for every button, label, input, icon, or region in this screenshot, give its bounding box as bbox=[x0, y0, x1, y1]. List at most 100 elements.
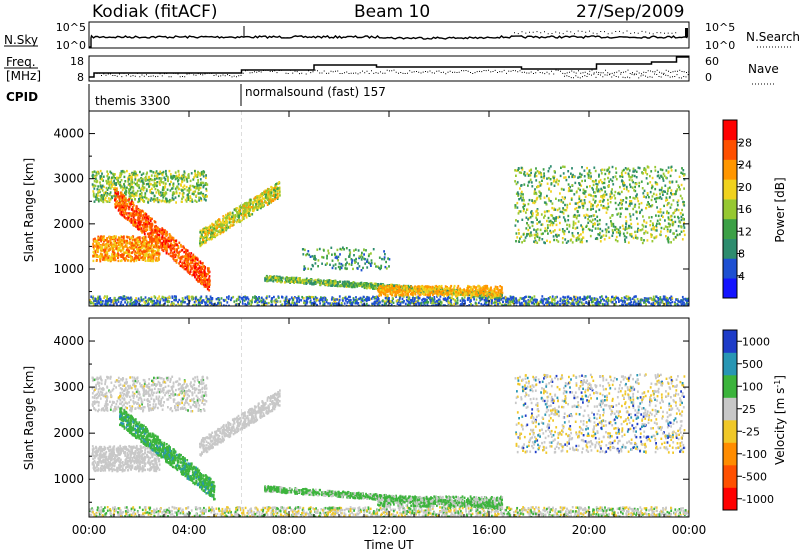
power-upper-echo bbox=[92, 176, 94, 179]
power-upper-echo bbox=[106, 188, 109, 191]
freq-trace bbox=[89, 56, 690, 79]
power-ground-echo bbox=[636, 297, 639, 301]
power-upper-echo bbox=[192, 193, 195, 196]
power-upper-echo bbox=[128, 192, 131, 196]
power-ground-echo bbox=[654, 302, 656, 305]
power-streak-echo bbox=[184, 263, 187, 267]
power-ground-echo bbox=[429, 298, 432, 302]
power-streak-echo bbox=[143, 212, 146, 216]
power-ground-echo bbox=[114, 301, 117, 304]
power-ground-echo bbox=[417, 297, 420, 300]
power-upper-echo bbox=[162, 181, 165, 184]
power-arc-echo bbox=[239, 220, 242, 223]
power-ground-echo bbox=[643, 299, 646, 302]
power-band-echo bbox=[117, 259, 120, 263]
power-arc-echo bbox=[210, 234, 212, 237]
power-upper-echo bbox=[114, 177, 117, 180]
power-upper-echo bbox=[157, 190, 160, 193]
power-arc-echo bbox=[274, 186, 276, 190]
power-arc-echo bbox=[211, 237, 214, 240]
power-upper-echo bbox=[107, 172, 109, 176]
power-upper-echo bbox=[131, 178, 134, 182]
power-ground-echo bbox=[495, 298, 498, 301]
power-upper-echo bbox=[194, 186, 197, 189]
power-band-echo bbox=[114, 258, 116, 261]
power-ground-echo bbox=[532, 302, 535, 305]
power-streak-echo bbox=[121, 214, 124, 217]
power-ground-echo bbox=[128, 297, 131, 300]
power-band-echo bbox=[97, 242, 100, 246]
power-upper-echo bbox=[93, 170, 96, 173]
power-ground-echo bbox=[604, 303, 606, 306]
power-ground-echo bbox=[220, 303, 223, 306]
power-streak-echo bbox=[201, 282, 203, 286]
power-streak-echo bbox=[141, 215, 144, 218]
power-arc-echo bbox=[220, 230, 223, 233]
power-upper-echo bbox=[120, 179, 123, 182]
power-ground-echo bbox=[603, 299, 605, 302]
power-ground-echo bbox=[611, 301, 614, 304]
power-upper-echo bbox=[113, 187, 115, 190]
power-ground-echo bbox=[303, 299, 306, 303]
power-ground-echo bbox=[624, 300, 626, 303]
power-ground-echo bbox=[662, 295, 665, 298]
power-ground-echo bbox=[129, 296, 132, 299]
power-ground-echo bbox=[521, 297, 524, 300]
power-ground-echo bbox=[502, 300, 504, 303]
power-arc-echo bbox=[254, 205, 257, 208]
power-streak-echo bbox=[196, 263, 198, 267]
power-upper-echo bbox=[91, 183, 94, 186]
power-upper-echo bbox=[206, 183, 209, 186]
power-ground-echo bbox=[193, 300, 196, 304]
power-upper-echo bbox=[182, 186, 185, 189]
power-upper-echo bbox=[151, 178, 153, 182]
power-arc-echo bbox=[274, 198, 276, 201]
power-band-echo bbox=[144, 257, 146, 260]
power-band-echo bbox=[118, 238, 120, 242]
power-ground-echo bbox=[601, 302, 604, 306]
power-upper-echo bbox=[111, 176, 113, 179]
power-arc-echo bbox=[268, 199, 271, 203]
power-band-echo bbox=[113, 235, 116, 238]
power-ground-echo bbox=[312, 301, 314, 305]
power-ground-echo bbox=[529, 295, 531, 299]
power-ground-echo bbox=[111, 301, 114, 304]
power-ground-echo bbox=[150, 300, 152, 303]
power-ground-echo bbox=[310, 302, 313, 305]
power-ground-echo bbox=[481, 297, 484, 300]
power-upper-echo bbox=[96, 198, 99, 201]
power-streak-echo bbox=[185, 260, 188, 264]
power-band-echo bbox=[140, 242, 143, 246]
power-ground-echo bbox=[547, 302, 549, 305]
power-streak-echo bbox=[128, 206, 130, 209]
power-ground-echo bbox=[605, 304, 608, 306]
power-ground-echo bbox=[246, 296, 249, 299]
power-upper-echo bbox=[142, 199, 144, 202]
power-ground-echo bbox=[375, 295, 377, 299]
power-band-echo bbox=[135, 254, 138, 258]
power-upper-echo bbox=[107, 186, 110, 190]
power-upper-echo bbox=[198, 186, 201, 190]
power-band-echo bbox=[115, 241, 118, 245]
power-streak-echo bbox=[136, 205, 138, 208]
power-streak-echo bbox=[150, 226, 153, 230]
power-upper-echo bbox=[148, 182, 151, 186]
power-ground-echo bbox=[510, 298, 513, 302]
power-ground-echo bbox=[354, 302, 357, 305]
power-upper-echo bbox=[162, 193, 165, 196]
power-band-echo bbox=[141, 252, 144, 256]
power-ground-echo bbox=[418, 303, 420, 306]
power-arc-echo bbox=[211, 235, 214, 238]
power-ground-echo bbox=[155, 304, 158, 306]
power-streak-echo bbox=[144, 228, 147, 232]
power-ground-echo bbox=[678, 300, 681, 303]
power-ground-echo bbox=[264, 301, 266, 305]
power-arc-echo bbox=[242, 212, 245, 216]
power-ground-echo bbox=[471, 304, 474, 306]
power-ground-echo bbox=[417, 299, 420, 302]
power-upper-echo bbox=[187, 176, 190, 179]
power-ground-echo bbox=[415, 303, 417, 306]
power-ground-echo bbox=[205, 295, 208, 298]
power-arc-echo bbox=[261, 192, 264, 195]
power-band-echo bbox=[143, 238, 145, 242]
